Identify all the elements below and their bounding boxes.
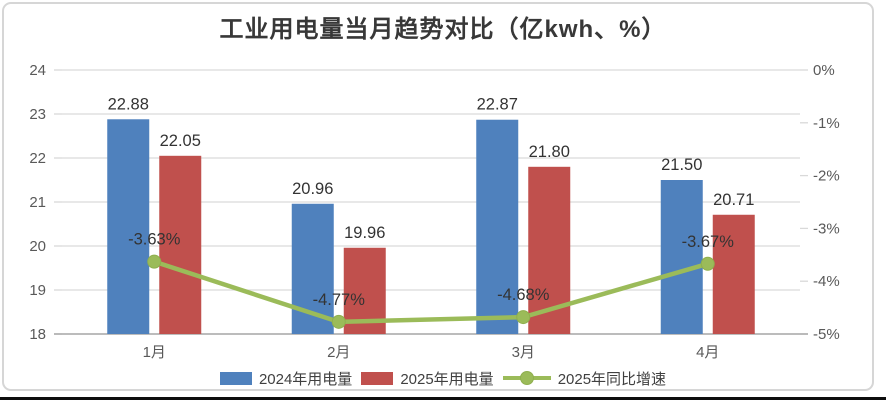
right-axis-label: 0% xyxy=(813,62,835,79)
left-axis-label: 20 xyxy=(29,238,46,255)
x-axis-category-label: 1月 xyxy=(143,344,166,361)
left-axis-label: 21 xyxy=(29,194,46,211)
growth-value-label: -3.67% xyxy=(682,233,735,251)
bar-2025年用电量-4月 xyxy=(712,214,755,334)
growth-point-marker xyxy=(516,310,531,325)
growth-value-label: -3.63% xyxy=(128,231,181,249)
bar-value-label: 19.96 xyxy=(344,224,385,242)
growth-point-marker xyxy=(700,256,715,271)
legend-item-2025-usage[interactable]: 2025年用电量 xyxy=(361,368,494,389)
window-bottom-edge xyxy=(0,397,886,400)
right-axis-label: -5% xyxy=(813,326,840,343)
legend-item-growth[interactable]: 2025年同比增速 xyxy=(502,368,667,389)
right-axis-label: -1% xyxy=(813,115,840,132)
left-axis-label: 23 xyxy=(29,106,46,123)
right-axis-label: -4% xyxy=(813,273,840,290)
legend-line-marker-icon xyxy=(502,371,551,385)
growth-value-label: -4.68% xyxy=(497,286,550,304)
bar-2025年用电量-1月 xyxy=(159,155,202,334)
x-axis-category-label: 3月 xyxy=(512,344,535,361)
legend-swatch-2024-icon xyxy=(219,371,252,385)
bar-value-label: 22.87 xyxy=(477,96,518,114)
left-axis-label: 18 xyxy=(29,326,46,343)
right-axis-label: -3% xyxy=(813,220,840,237)
bar-2024年用电量-3月 xyxy=(476,119,519,334)
right-axis-label: -2% xyxy=(813,168,840,185)
chart-title: 工业用电量当月趋势对比（亿kwh、%） xyxy=(219,16,667,43)
left-axis-label: 22 xyxy=(29,150,46,167)
left-axis-label: 24 xyxy=(29,62,46,79)
growth-point-marker xyxy=(147,254,162,269)
bar-value-label: 22.05 xyxy=(160,132,201,150)
growth-point-marker xyxy=(331,314,346,329)
x-axis-category-label: 4月 xyxy=(696,344,719,361)
bar-value-label: 21.50 xyxy=(661,156,702,174)
bar-value-label: 22.88 xyxy=(108,95,149,113)
legend-swatch-2025-icon xyxy=(361,371,394,385)
growth-value-label: -4.77% xyxy=(313,291,366,309)
left-axis-label: 19 xyxy=(29,282,46,299)
bar-value-label: 21.80 xyxy=(529,143,570,161)
legend-item-2024-usage[interactable]: 2024年用电量 xyxy=(219,368,353,389)
chart-legend: 2024年用电量 2025年用电量 2025年同比增速 xyxy=(0,366,886,390)
legend-label-2025: 2025年用电量 xyxy=(400,370,494,388)
bar-value-label: 20.71 xyxy=(713,191,754,209)
growth-line xyxy=(152,259,710,325)
legend-label-2024: 2024年用电量 xyxy=(258,370,353,388)
bar-2024年用电量-1月 xyxy=(107,119,150,334)
bar-2024年用电量-4月 xyxy=(660,180,703,334)
x-axis-category-label: 2月 xyxy=(327,344,350,361)
legend-label-growth: 2025年同比增速 xyxy=(557,370,667,388)
bar-value-label: 20.96 xyxy=(292,180,333,198)
